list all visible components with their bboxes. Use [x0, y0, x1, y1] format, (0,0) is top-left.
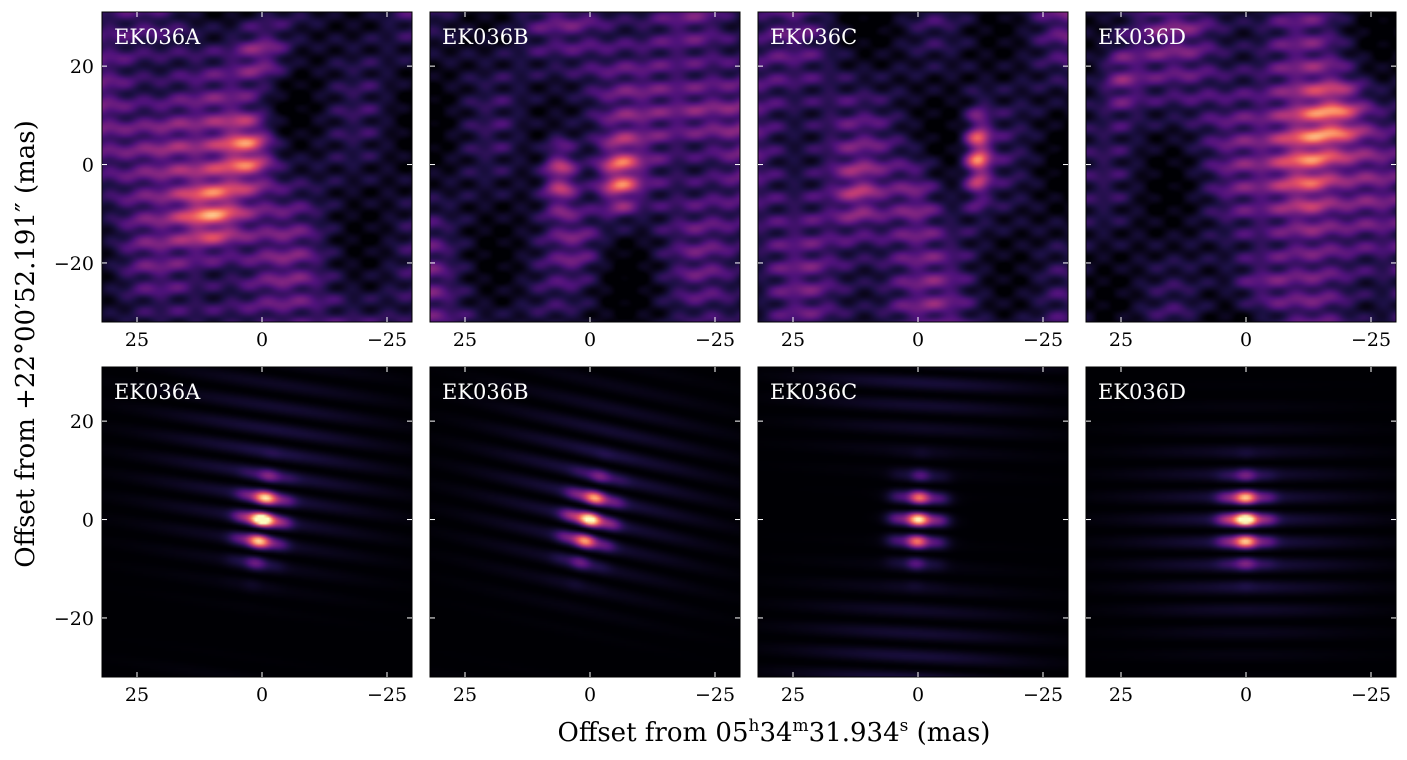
x-tick-label: 0: [256, 684, 268, 706]
x-tick-label: 25: [125, 684, 149, 706]
heatmap-image: [430, 12, 740, 322]
x-axis-label-mid1: 34: [759, 718, 792, 748]
panel-frame: [429, 11, 741, 323]
panel-frame: [1085, 11, 1397, 323]
x-axis-label: Offset from 05h34m31.934s (mas): [558, 716, 991, 748]
x-tick-label: 0: [584, 684, 596, 706]
panel-label: EK036D: [1098, 25, 1186, 49]
heatmap-image: [1086, 367, 1396, 677]
x-tick-label: 25: [1109, 684, 1133, 706]
y-tick-label: −20: [54, 253, 94, 275]
x-axis-label-s: s: [900, 716, 909, 736]
y-tick-label: −20: [54, 608, 94, 630]
panel-bottom-ek036a: EK036A 25 0 −25 20 0 −20: [54, 366, 413, 706]
panel-bottom-ek036c: EK036C 25 0 −25: [757, 366, 1069, 706]
panel-frame: [757, 366, 1069, 678]
x-tick-label: 0: [912, 329, 924, 351]
x-tick-label: 0: [1240, 329, 1252, 351]
x-axis-label-h: h: [748, 716, 759, 736]
x-tick-label: 25: [125, 329, 149, 351]
x-axis-label-main: Offset from 05: [558, 718, 749, 748]
x-tick-label: −25: [1023, 329, 1063, 351]
panel-label: EK036D: [1098, 380, 1186, 404]
panel-bottom-ek036b: EK036B 25 0 −25: [429, 366, 741, 706]
x-tick-label: −25: [367, 684, 407, 706]
x-axis-label-m: m: [793, 716, 809, 736]
panels-group: EK036A 25 0 −25 20 0 −20 EK036B 25 0 −25 EK036C 25 0 −…: [54, 11, 1397, 706]
x-axis-label-mid2: 31.934: [809, 718, 900, 748]
heatmap-image: [430, 367, 740, 677]
x-tick-label: 25: [781, 684, 805, 706]
x-axis-label-unit: (mas): [908, 718, 990, 748]
x-tick-label: −25: [1351, 329, 1391, 351]
x-tick-label: 25: [1109, 329, 1133, 351]
panel-top-ek036a: EK036A 25 0 −25 20 0 −20: [54, 11, 413, 351]
x-tick-label: −25: [367, 329, 407, 351]
panel-label: EK036C: [770, 25, 857, 49]
y-tick-label: 20: [70, 411, 94, 433]
x-tick-label: 0: [1240, 684, 1252, 706]
panel-frame: [101, 11, 413, 323]
panel-top-ek036c: EK036C 25 0 −25: [757, 11, 1069, 351]
x-tick-label: −25: [695, 329, 735, 351]
x-tick-label: 25: [453, 329, 477, 351]
heatmap-image: [102, 367, 412, 677]
y-tick-label: 0: [82, 155, 94, 177]
x-tick-label: 0: [256, 329, 268, 351]
x-tick-label: −25: [1351, 684, 1391, 706]
y-tick-label: 0: [82, 510, 94, 532]
heatmap-image: [1086, 12, 1396, 322]
y-axis-label: Offset from +22°00′52.191″ (mas): [11, 120, 41, 567]
panel-frame: [757, 11, 1069, 323]
panel-top-ek036b: EK036B 25 0 −25: [429, 11, 741, 351]
heatmap-image: [758, 367, 1068, 677]
panel-frame: [429, 366, 741, 678]
panel-bottom-ek036d: EK036D 25 0 −25: [1085, 366, 1397, 706]
x-tick-label: 0: [912, 684, 924, 706]
panel-label: EK036A: [114, 25, 201, 49]
heatmap-image: [102, 12, 412, 322]
x-tick-label: −25: [1023, 684, 1063, 706]
panel-label: EK036C: [770, 380, 857, 404]
panel-label: EK036B: [442, 380, 529, 404]
panel-frame: [1085, 366, 1397, 678]
y-tick-label: 20: [70, 56, 94, 78]
x-tick-label: 25: [453, 684, 477, 706]
x-tick-label: −25: [695, 684, 735, 706]
x-tick-label: 25: [781, 329, 805, 351]
x-tick-label: 0: [584, 329, 596, 351]
panel-frame: [101, 366, 413, 678]
panel-top-ek036d: EK036D 25 0 −25: [1085, 11, 1397, 351]
panel-label: EK036B: [442, 25, 529, 49]
heatmap-image: [758, 12, 1068, 322]
panel-label: EK036A: [114, 380, 201, 404]
